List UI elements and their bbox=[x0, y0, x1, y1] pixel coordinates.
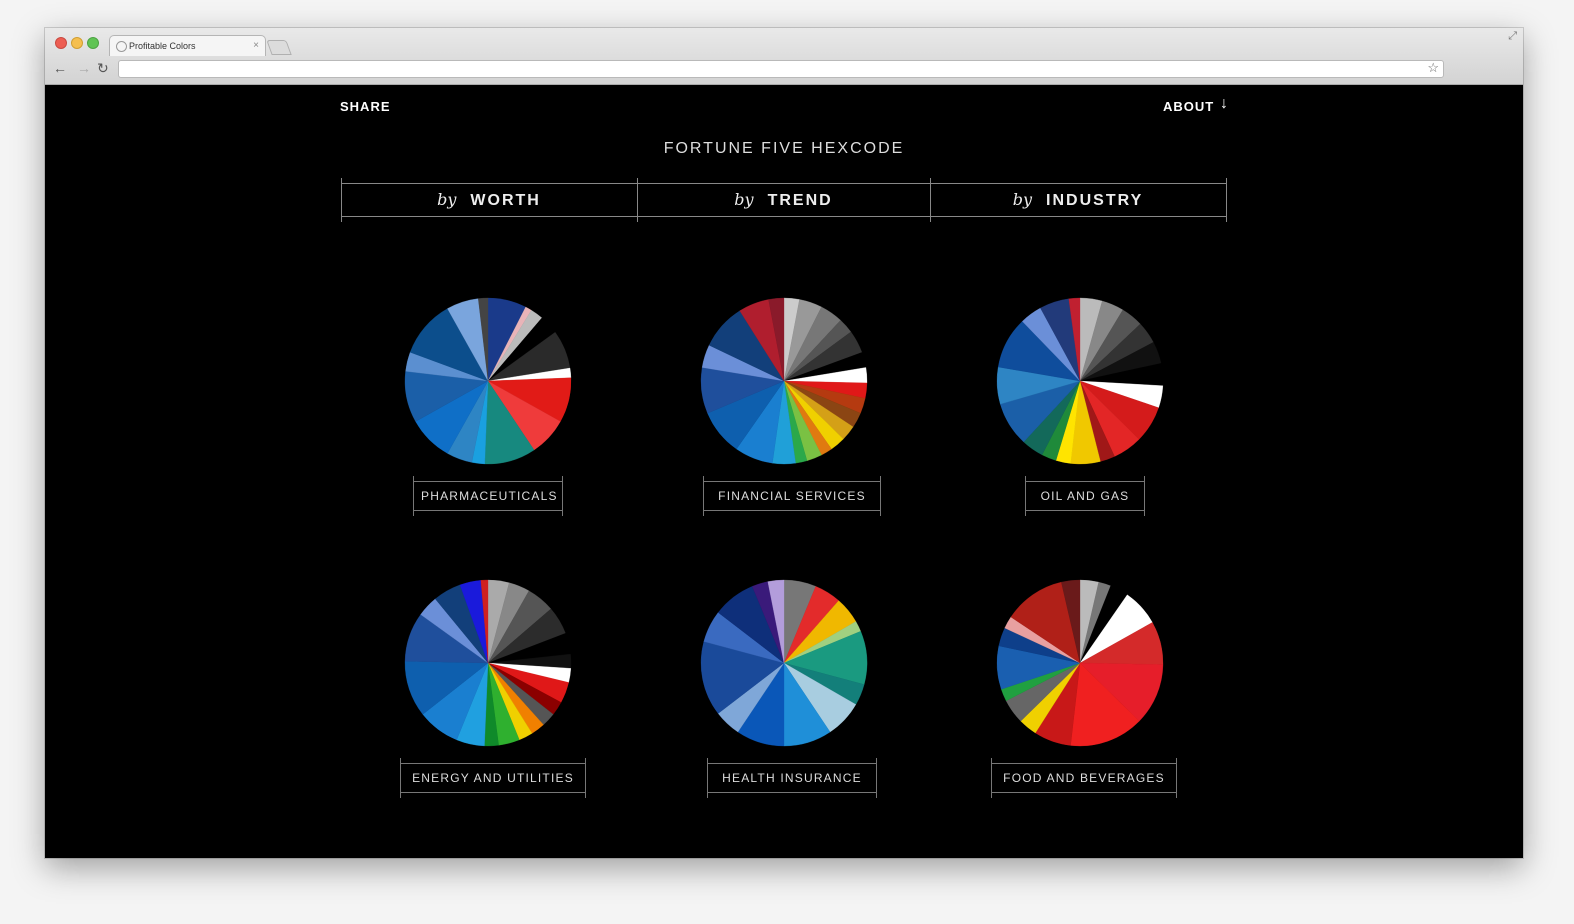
tab-by-worth[interactable]: by WORTH bbox=[341, 184, 637, 216]
industry-label[interactable]: FINANCIAL SERVICES bbox=[703, 476, 881, 516]
tab-by-industry[interactable]: by INDUSTRY bbox=[930, 184, 1226, 216]
pie-slice[interactable] bbox=[768, 297, 785, 382]
zoom-window-button[interactable] bbox=[87, 37, 99, 49]
industry-pie-energy-and-utilities[interactable] bbox=[404, 579, 572, 747]
tab-prefix: by bbox=[734, 190, 754, 209]
tab-label: TREND bbox=[767, 192, 833, 209]
industry-pie-financial-services[interactable] bbox=[700, 297, 868, 465]
reload-icon[interactable]: ↻ bbox=[97, 60, 109, 76]
industry-label[interactable]: ENERGY AND UTILITIES bbox=[400, 758, 586, 798]
tab-prefix: by bbox=[1012, 190, 1033, 209]
tab-title: Profitable Colors bbox=[129, 41, 196, 51]
tab-label: INDUSTRY bbox=[1046, 192, 1144, 209]
pie-chart[interactable] bbox=[700, 579, 868, 747]
tab-by-trend[interactable]: by TREND bbox=[637, 184, 930, 216]
address-bar[interactable]: ☆ bbox=[118, 60, 1444, 78]
new-tab-button[interactable] bbox=[266, 40, 292, 55]
pie-chart[interactable] bbox=[404, 297, 572, 465]
pie-slice[interactable] bbox=[700, 641, 785, 714]
browser-tab[interactable]: Profitable Colors × bbox=[109, 35, 266, 56]
pie-chart[interactable] bbox=[996, 297, 1164, 465]
industry-label[interactable]: FOOD AND BEVERAGES bbox=[991, 758, 1177, 798]
tab-label: WORTH bbox=[470, 192, 541, 209]
share-link[interactable]: SHARE bbox=[340, 99, 391, 114]
minimize-window-button[interactable] bbox=[71, 37, 83, 49]
industry-pie-health-insurance[interactable] bbox=[700, 579, 868, 747]
pie-slice[interactable] bbox=[480, 579, 489, 664]
pie-chart[interactable] bbox=[404, 579, 572, 747]
fullscreen-icon[interactable]: ⤢ bbox=[1508, 30, 1517, 42]
pie-slice[interactable] bbox=[767, 579, 785, 664]
page-title: FORTUNE FIVE HEXCODE bbox=[663, 140, 905, 157]
forward-arrow-icon[interactable]: → bbox=[77, 60, 91, 76]
pie-chart[interactable] bbox=[700, 297, 868, 465]
tab-prefix: by bbox=[437, 190, 457, 209]
browser-toolbar: Profitable Colors × ⤢ ← → ↻ ☆ bbox=[45, 28, 1523, 85]
globe-icon bbox=[116, 41, 127, 52]
about-link[interactable]: ABOUT bbox=[1163, 99, 1215, 114]
tab-divider bbox=[341, 178, 342, 222]
pie-slice[interactable] bbox=[1061, 579, 1081, 664]
tab-divider bbox=[930, 178, 931, 222]
industry-label[interactable]: PHARMACEUTICALS bbox=[413, 476, 563, 516]
browser-window: Profitable Colors × ⤢ ← → ↻ ☆ SHARE ABOU… bbox=[45, 28, 1523, 858]
pie-slice[interactable] bbox=[1079, 662, 1164, 722]
close-window-button[interactable] bbox=[55, 37, 67, 49]
pie-slice[interactable] bbox=[1068, 297, 1081, 382]
back-arrow-icon[interactable]: ← bbox=[53, 60, 67, 76]
industry-label[interactable]: OIL AND GAS bbox=[1025, 476, 1145, 516]
industry-pie-oil-and-gas[interactable] bbox=[996, 297, 1164, 465]
pie-slice[interactable] bbox=[1010, 581, 1081, 664]
arrow-down-icon[interactable]: ↓ bbox=[1220, 95, 1228, 112]
industry-label[interactable]: HEALTH INSURANCE bbox=[707, 758, 877, 798]
tab-divider bbox=[1226, 178, 1227, 222]
tab-divider bbox=[637, 178, 638, 222]
industry-pie-pharmaceuticals[interactable] bbox=[404, 297, 572, 465]
industry-pie-food-and-beverages[interactable] bbox=[996, 579, 1164, 747]
pie-slice[interactable] bbox=[478, 297, 489, 382]
page-content: SHARE ABOUT ↓ FORTUNE FIVE HEXCODE by WOR… bbox=[45, 84, 1523, 858]
pie-chart[interactable] bbox=[996, 579, 1164, 747]
pie-slice[interactable] bbox=[1070, 662, 1140, 747]
tab-close-icon[interactable]: × bbox=[253, 40, 259, 51]
sort-tabs: by WORTH by TREND by INDUSTRY bbox=[341, 178, 1227, 222]
bookmark-star-icon[interactable]: ☆ bbox=[1427, 60, 1439, 75]
